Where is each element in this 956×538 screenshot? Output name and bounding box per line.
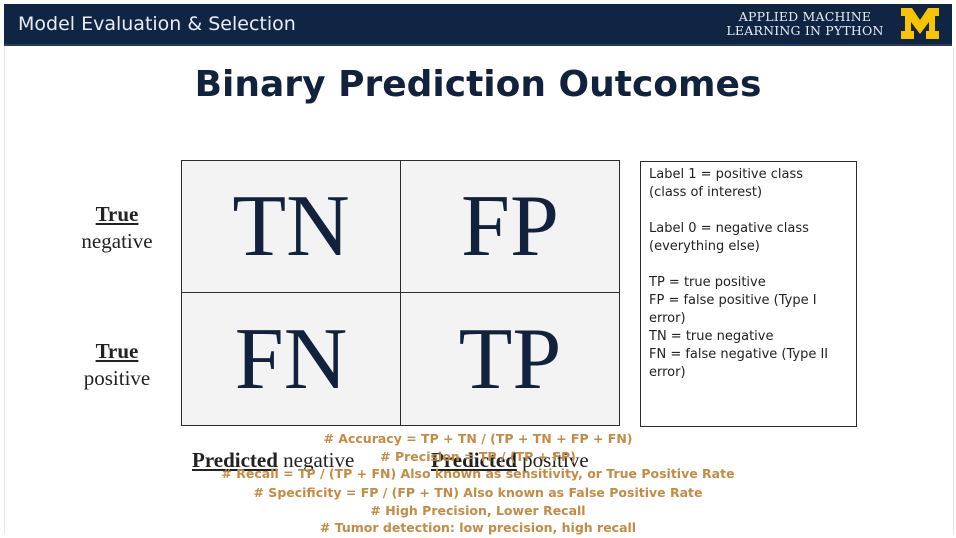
slide-title: Binary Prediction Outcomes [194, 64, 762, 105]
legend-line: error) [649, 311, 686, 326]
cell-tn: TN [182, 161, 401, 293]
note-accuracy: # Accuracy = TP + TN / (TP + TN + FP + F… [323, 431, 633, 446]
legend-line: TP = true positive [649, 275, 766, 290]
note-specificity: # Specificity = FP / (FP + TN) Also know… [253, 485, 703, 500]
legend-line: Label 1 = positive class [649, 167, 804, 182]
block-m-logo-icon [901, 8, 939, 39]
legend-box: Label 1 = positive class (class of inter… [640, 161, 857, 427]
course-brand: APPLIED MACHINE LEARNING IN PYTHON [725, 10, 885, 38]
legend-line: FP = false positive (Type I [649, 293, 817, 308]
note-tumor-detection: # Tumor detection: low precision, high r… [319, 520, 637, 535]
header-bar: Model Evaluation & Selection APPLIED MAC… [4, 4, 952, 46]
col-label-bold: Predicted [431, 448, 517, 472]
row-label-bold: True [95, 202, 139, 226]
col-label-bold: Predicted [192, 448, 278, 472]
note-recall: # Recall = TP / (TP + FN) Also known as … [221, 466, 735, 481]
note-precision: # Precision = TP / (TP + FP) [380, 449, 576, 464]
header-title: Model Evaluation & Selection [18, 13, 296, 35]
legend-line: TN = true negative [649, 329, 774, 344]
brand-line-1: APPLIED MACHINE [738, 9, 872, 24]
brand-line-2: LEARNING IN PYTHON [726, 23, 884, 38]
legend-spacer [649, 256, 848, 274]
col-label-rest: negative [277, 448, 355, 472]
col-label-predicted-positive: Predicted positive [431, 448, 589, 473]
row-label-rest: negative [81, 229, 153, 253]
cell-fn: FN [182, 293, 401, 425]
col-label-predicted-negative: Predicted negative [192, 448, 354, 473]
row-label-true-positive: True positive [62, 338, 172, 392]
cell-tp: TP [401, 293, 619, 425]
cell-fp: FP [401, 161, 619, 293]
legend-line: (class of interest) [649, 185, 763, 200]
legend-line: Label 0 = negative class [649, 221, 809, 236]
legend-line: FN = false negative (Type II [649, 347, 829, 362]
confusion-matrix: TN FP FN TP [181, 160, 620, 426]
legend-line: error) [649, 365, 686, 380]
note-high-precision: # High Precision, Lower Recall [370, 503, 586, 518]
row-label-true-negative: True negative [62, 201, 172, 255]
row-label-rest: positive [83, 366, 151, 390]
row-label-bold: True [95, 339, 139, 363]
legend-line: (everything else) [649, 239, 760, 254]
col-label-rest: positive [516, 448, 589, 472]
legend-spacer [649, 202, 848, 220]
